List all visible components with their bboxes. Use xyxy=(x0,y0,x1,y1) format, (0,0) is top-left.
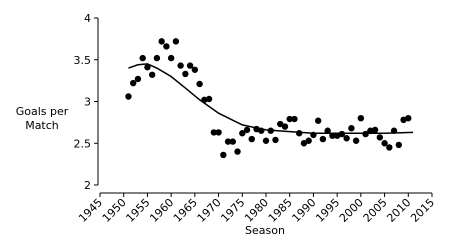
point xyxy=(281,123,289,130)
point xyxy=(314,117,322,124)
point xyxy=(229,138,236,145)
point xyxy=(300,140,308,147)
point xyxy=(167,54,175,62)
point xyxy=(139,54,146,62)
point xyxy=(191,66,199,73)
point xyxy=(395,141,402,149)
point xyxy=(177,62,184,69)
point xyxy=(262,137,270,144)
point xyxy=(258,127,265,134)
point xyxy=(224,138,232,145)
point xyxy=(343,135,350,142)
x-tick-label: 1970 xyxy=(195,196,224,225)
x-tick-label: 1995 xyxy=(313,196,342,225)
point xyxy=(163,43,170,50)
y-axis-label: Goals per xyxy=(16,105,69,118)
point xyxy=(291,115,298,123)
fit-line xyxy=(128,63,414,134)
x-tick-label: 1965 xyxy=(171,196,200,225)
x-tick-label: 1990 xyxy=(290,196,319,225)
x-axis-label: Season xyxy=(245,224,285,237)
point xyxy=(367,127,374,134)
y-tick-label: 2.5 xyxy=(74,137,92,150)
point xyxy=(239,130,246,137)
x-tick-label: 1960 xyxy=(147,196,176,225)
point xyxy=(357,115,365,122)
point xyxy=(220,151,227,159)
y-axis-label: Match xyxy=(25,119,59,132)
point xyxy=(215,129,222,136)
point xyxy=(286,115,293,123)
point xyxy=(376,134,384,141)
point xyxy=(201,96,208,104)
point xyxy=(234,148,241,155)
y-tick-label: 3 xyxy=(84,96,91,109)
x-tick-label: 2000 xyxy=(337,196,366,225)
point xyxy=(338,130,346,138)
x-tick-label: 1945 xyxy=(76,196,105,225)
point xyxy=(277,120,284,128)
point xyxy=(296,130,303,137)
point xyxy=(310,131,317,139)
point xyxy=(125,93,132,100)
point xyxy=(144,64,151,71)
x-tick-label: 2005 xyxy=(361,196,390,225)
x-tick-label: 1950 xyxy=(100,196,129,225)
point xyxy=(381,140,388,147)
y-tick-label: 4 xyxy=(84,12,91,25)
point xyxy=(405,115,412,122)
point xyxy=(205,95,213,103)
y-tick-label: 3.5 xyxy=(74,54,92,67)
x-tick-label: 1980 xyxy=(242,196,271,225)
point xyxy=(243,126,251,134)
point xyxy=(371,126,379,134)
point xyxy=(182,70,189,78)
point xyxy=(210,129,218,136)
point xyxy=(390,127,398,134)
point xyxy=(148,71,156,78)
point xyxy=(158,38,165,45)
point xyxy=(272,136,279,144)
point xyxy=(248,135,255,143)
point xyxy=(134,75,142,83)
point xyxy=(153,54,161,62)
point xyxy=(324,127,331,134)
point xyxy=(130,79,137,87)
point xyxy=(305,137,312,144)
point xyxy=(319,135,327,143)
point xyxy=(196,80,203,88)
point xyxy=(329,132,336,139)
x-tick-label: 2010 xyxy=(384,196,413,225)
x-tick-label: 2015 xyxy=(408,196,437,225)
x-tick-label: 1975 xyxy=(218,196,247,225)
point xyxy=(267,127,274,134)
point xyxy=(352,137,360,144)
point xyxy=(386,144,393,151)
point xyxy=(362,130,369,138)
y-tick-label: 2 xyxy=(84,179,91,192)
point xyxy=(172,38,180,45)
point xyxy=(348,125,355,132)
x-tick-label: 1985 xyxy=(266,196,295,225)
point xyxy=(186,62,194,69)
x-tick-label: 1955 xyxy=(124,196,153,225)
